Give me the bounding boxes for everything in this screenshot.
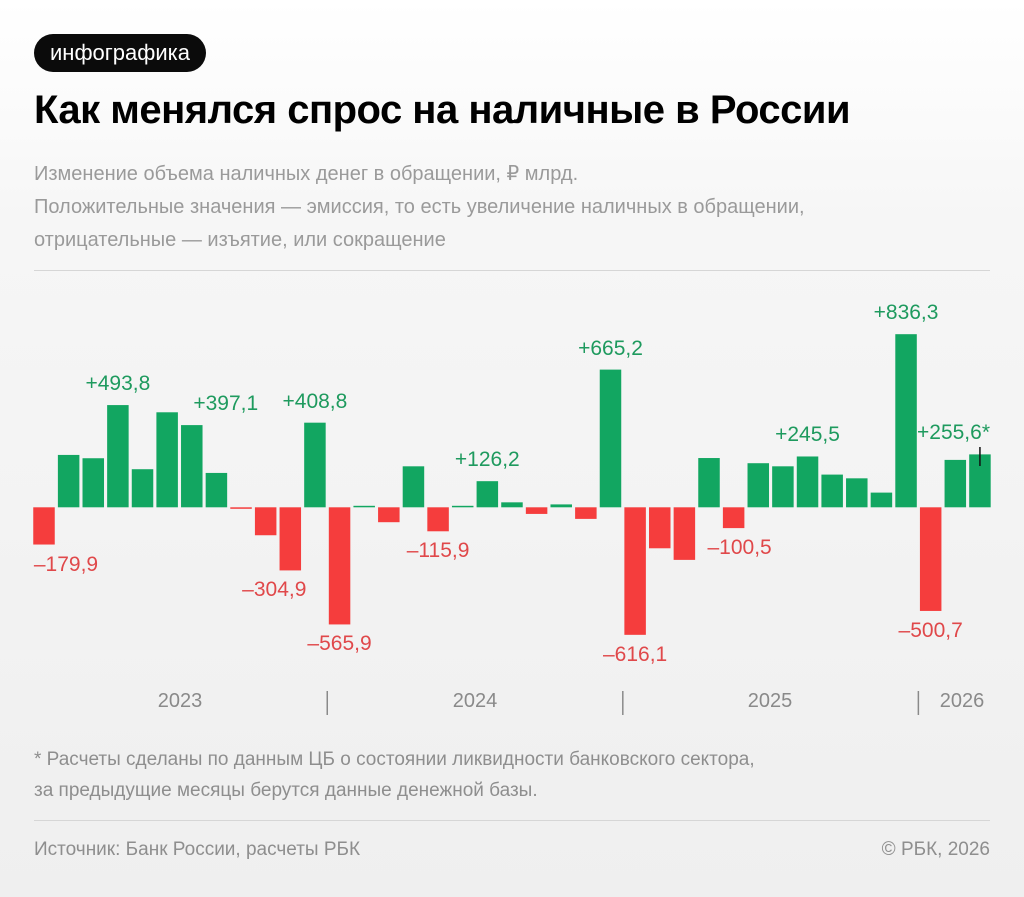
data-label: –179,9 — [33, 552, 99, 576]
bar-2024-2 — [353, 505, 375, 508]
footnote: * Расчеты сделаны по данным ЦБ о состоян… — [34, 744, 755, 806]
page-title: Как менялся спрос на наличные в России — [34, 88, 851, 132]
data-label: +397,1 — [193, 392, 259, 416]
bar-2024-9 — [525, 507, 548, 514]
data-label: +493,8 — [85, 372, 151, 396]
data-label: +665,2 — [578, 336, 643, 360]
data-label: –500,7 — [898, 618, 963, 642]
data-label: +255,6* — [917, 421, 990, 445]
year-label-2024: 2024 — [452, 690, 498, 712]
subtitle-line: отрицательные — изъятие, или сокращение — [34, 229, 446, 251]
bar-2024-7 — [476, 481, 499, 508]
bar-2025-1 — [624, 507, 646, 635]
subtitle: Изменение объема наличных денег в обраще… — [34, 158, 994, 257]
top-divider — [34, 270, 990, 271]
bar-2024-10 — [550, 504, 572, 508]
subtitle-line: Изменение объема наличных денег в обраще… — [34, 163, 579, 185]
data-label: –115,9 — [406, 539, 470, 563]
bar-2025-12 — [895, 334, 917, 508]
bar-2024-1 — [328, 507, 351, 625]
data-label: –100,5 — [707, 536, 772, 560]
data-label: +245,5 — [775, 423, 840, 447]
bar-2023-12 — [304, 422, 326, 508]
bar-2023-7 — [181, 425, 203, 508]
footnote-line: * Расчеты сделаны по данным ЦБ о состоян… — [34, 749, 755, 770]
bar-2026-1 — [919, 507, 942, 611]
bar-2024-5 — [427, 507, 449, 532]
bar-2023-4 — [107, 405, 129, 508]
bar-2025-6 — [747, 463, 770, 508]
bar-2023-9 — [230, 507, 252, 509]
bar-2026-2 — [944, 459, 967, 508]
copyright: © РБК, 2026 — [881, 839, 990, 860]
bottom-divider — [34, 820, 990, 821]
bar-2023-2 — [57, 454, 80, 508]
bar-2025-10 — [846, 478, 868, 508]
data-label: +836,3 — [873, 301, 939, 325]
source: Источник: Банк России, расчеты РБК — [34, 839, 361, 860]
bar-2024-6 — [451, 505, 474, 508]
bar-2026-3 — [969, 454, 991, 508]
bar-2023-1 — [33, 507, 55, 545]
bar-2023-10 — [254, 507, 277, 536]
year-label-2025: 2025 — [747, 690, 793, 712]
bar-2023-8 — [205, 472, 228, 508]
bar-2025-5 — [722, 507, 745, 529]
footnote-line: за предыдущие месяцы берутся данные дене… — [34, 780, 538, 801]
bar-2023-3 — [82, 458, 105, 508]
bar-2024-11 — [575, 507, 597, 519]
data-label: +408,8 — [282, 389, 348, 413]
bar-2025-8 — [796, 456, 819, 508]
data-label: –565,9 — [307, 632, 372, 656]
data-label: –616,1 — [602, 642, 668, 666]
year-label-2023: 2023 — [157, 690, 203, 712]
bar-2024-4 — [402, 466, 425, 508]
bar-2024-12 — [599, 369, 622, 508]
bar-2025-7 — [772, 466, 794, 508]
subtitle-line: Положительные значения — эмиссия, то ест… — [34, 196, 805, 218]
bar-2025-11 — [870, 492, 893, 508]
bar-2025-9 — [821, 474, 843, 508]
category-badge: инфографика — [34, 34, 207, 72]
bar-2024-3 — [378, 507, 400, 523]
bar-2023-6 — [156, 412, 178, 508]
year-label-2026: 2026 — [939, 690, 985, 712]
bar-2025-4 — [698, 458, 720, 508]
data-label: +126,2 — [454, 448, 520, 472]
bar-2023-11 — [279, 507, 302, 571]
data-label: –304,9 — [242, 578, 307, 602]
bar-2025-3 — [673, 507, 696, 560]
bar-2023-5 — [131, 469, 154, 508]
bar-2025-2 — [649, 507, 671, 549]
bar-2024-8 — [501, 502, 523, 508]
